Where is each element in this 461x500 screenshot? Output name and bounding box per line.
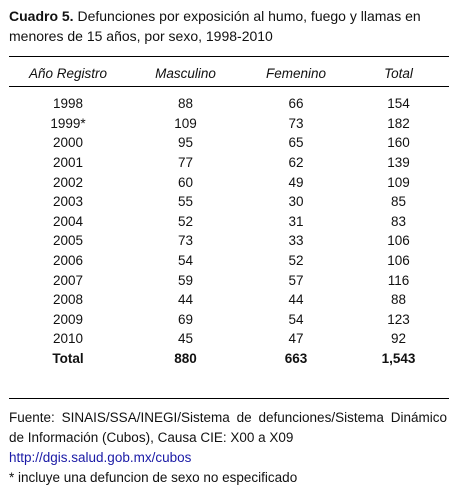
table-cell: 30 bbox=[288, 194, 304, 210]
table-cell: 154 bbox=[387, 96, 410, 112]
table-cell: 45 bbox=[177, 331, 194, 347]
table-cell: 44 bbox=[288, 292, 304, 308]
table-cell: 69 bbox=[177, 311, 194, 327]
table-cell: 1998 bbox=[52, 96, 84, 112]
column-header: Masculino bbox=[155, 65, 216, 81]
table-cell: 2007 bbox=[52, 272, 84, 288]
total-cell: 663 bbox=[284, 351, 308, 367]
column-header: Año Registro bbox=[28, 65, 108, 81]
table-cell: 62 bbox=[288, 155, 304, 171]
table-cell: 88 bbox=[177, 96, 194, 112]
note: * incluye una defuncion de sexo no espec… bbox=[9, 470, 298, 485]
table-row: 2004 52 31 83 bbox=[9, 212, 449, 232]
title-label: Cuadro 5. bbox=[9, 8, 74, 24]
table-cell: 57 bbox=[288, 272, 304, 288]
table-cell: 2009 bbox=[52, 311, 84, 327]
table-cell: 95 bbox=[177, 135, 194, 151]
table-cell: 182 bbox=[387, 115, 410, 131]
table-cell: 73 bbox=[288, 115, 304, 131]
table-cell: 2004 bbox=[52, 213, 84, 229]
table-cell: 92 bbox=[390, 331, 407, 347]
table-cell: 52 bbox=[177, 213, 194, 229]
table-cell: 52 bbox=[288, 253, 304, 269]
table-cell: 85 bbox=[390, 194, 407, 210]
table-cell: 2003 bbox=[52, 194, 84, 210]
table-row: 2009 69 54 123 bbox=[9, 310, 449, 330]
table-cell: 65 bbox=[288, 135, 304, 151]
table-row: 2010 45 47 92 bbox=[9, 329, 449, 349]
table-cell: 59 bbox=[177, 272, 194, 288]
table-cell: 109 bbox=[387, 174, 410, 190]
table-cell: 33 bbox=[288, 233, 304, 249]
table-row: 1999* 109 73 182 bbox=[9, 114, 449, 134]
table-cell: 2006 bbox=[52, 253, 84, 269]
table-cell: 2008 bbox=[52, 292, 84, 308]
header-row: Año Registro Masculino Femenino Total bbox=[9, 60, 449, 86]
table-cell: 2002 bbox=[52, 174, 84, 190]
source: Fuente: SINAIS/SSA/INEGI/Sistema de defu… bbox=[9, 410, 447, 445]
table-cell: 160 bbox=[387, 135, 410, 151]
column-header: Femenino bbox=[265, 65, 327, 81]
table-cell: 116 bbox=[387, 272, 410, 288]
table-cell: 2005 bbox=[52, 233, 84, 249]
table-row: 2001 77 62 139 bbox=[9, 153, 449, 173]
table-cell: 66 bbox=[288, 96, 304, 112]
table-cell: 106 bbox=[387, 233, 410, 249]
table-cell: 2000 bbox=[52, 135, 84, 151]
table-cell: 60 bbox=[177, 174, 194, 190]
total-cell: 1,543 bbox=[381, 351, 416, 367]
total-cell: Total bbox=[52, 351, 84, 367]
total-row: Total 880 663 1,543 bbox=[9, 349, 449, 369]
table-row: 2008 44 44 88 bbox=[9, 290, 449, 310]
table-row: 2000 95 65 160 bbox=[9, 133, 449, 153]
table-cell: 123 bbox=[387, 311, 410, 327]
rule bbox=[9, 56, 449, 57]
table-cell: 139 bbox=[387, 155, 410, 171]
table-cell: 55 bbox=[177, 194, 194, 210]
table-cell: 47 bbox=[288, 331, 304, 347]
table-row: 2006 54 52 106 bbox=[9, 251, 449, 271]
table-cell: 54 bbox=[288, 311, 304, 327]
data-table: Año Registro Masculino Femenino Total 1998 8… bbox=[9, 60, 449, 368]
title-text: Defunciones por exposición al humo, fueg… bbox=[9, 8, 421, 44]
table-cell: 49 bbox=[288, 174, 304, 190]
table-cell: 106 bbox=[387, 253, 410, 269]
column-header: Total bbox=[384, 65, 413, 81]
table-cell: 109 bbox=[174, 115, 197, 131]
footer: Fuente: SINAIS/SSA/INEGI/Sistema de defu… bbox=[9, 408, 447, 488]
table-row: 2003 55 30 85 bbox=[9, 192, 449, 212]
table-cell: 83 bbox=[390, 213, 407, 229]
table-cell: 73 bbox=[177, 233, 194, 249]
source-link[interactable]: http://dgis.salud.gob.mx/cubos bbox=[9, 450, 192, 465]
rule bbox=[9, 86, 449, 87]
table-cell: 54 bbox=[177, 253, 194, 269]
rule bbox=[9, 398, 449, 399]
table-row: 1998 88 66 154 bbox=[9, 86, 449, 114]
table-cell: 2010 bbox=[52, 331, 84, 347]
table-cell: 1999* bbox=[50, 115, 86, 131]
table-cell: 77 bbox=[177, 155, 194, 171]
table-row: 2005 73 33 106 bbox=[9, 231, 449, 251]
table-row: 2002 60 49 109 bbox=[9, 172, 449, 192]
table-cell: 88 bbox=[390, 292, 407, 308]
table-row: 2007 59 57 116 bbox=[9, 270, 449, 290]
title: Cuadro 5. Defunciones por exposición al … bbox=[9, 6, 449, 46]
table-cell: 31 bbox=[288, 213, 304, 229]
table-cell: 2001 bbox=[52, 155, 84, 171]
table-cell: 44 bbox=[177, 292, 194, 308]
total-cell: 880 bbox=[174, 351, 197, 367]
